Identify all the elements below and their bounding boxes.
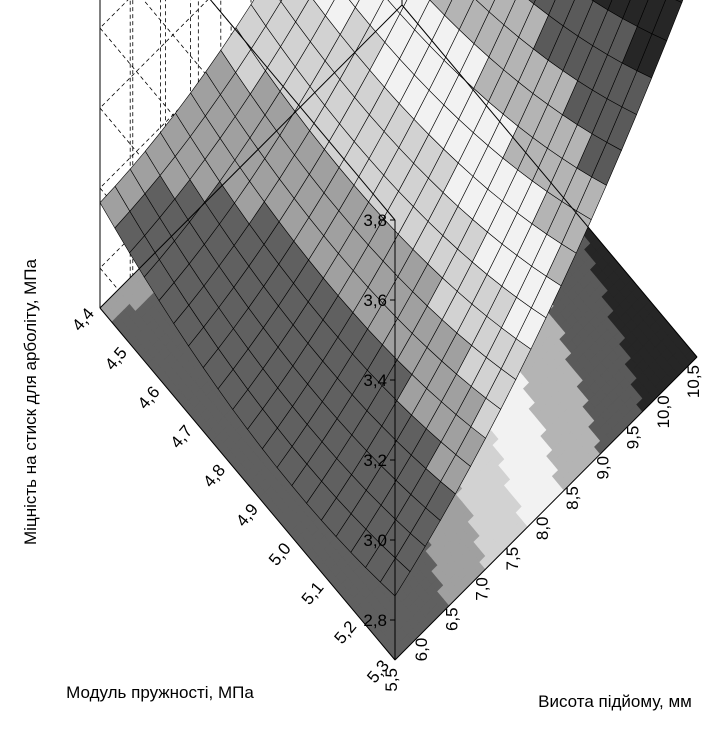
frame-edge (394, 356, 698, 661)
x-tick-label: 5,0 (265, 539, 295, 569)
surface-cell (675, 0, 684, 3)
z-tick-label: 3,4 (363, 371, 387, 390)
surface-cell (592, 0, 613, 11)
x-tick-label: 4,6 (134, 383, 164, 413)
y-tick-label: 10,5 (684, 365, 703, 398)
x-tick-label: 4,8 (199, 461, 229, 491)
surface-cell (475, 0, 495, 13)
y-tick-label: 5,5 (382, 668, 401, 692)
x-tick-label: 4,4 (68, 304, 98, 334)
surface-cell (488, 0, 516, 26)
y-tick-label: 9,0 (593, 456, 612, 480)
x-tick-label: 4,9 (232, 500, 262, 530)
z-tick-label: 3,6 (363, 291, 387, 310)
x-tick-label: 4,7 (167, 422, 197, 452)
x-tick-label: 5,2 (331, 617, 361, 647)
surface-cell (444, 0, 474, 31)
z-tick-label: 3,2 (363, 451, 387, 470)
surface-cell (325, 0, 356, 35)
y-tick-label: 7,0 (473, 577, 492, 601)
y-tick-label: 6,0 (412, 638, 431, 662)
surface-cell (636, 0, 666, 35)
surface-cell (295, 0, 326, 43)
y-tick-label: 8,5 (563, 486, 582, 510)
z-tick-label: 3,0 (363, 531, 387, 550)
surface-cell (313, 0, 335, 17)
surface-cell (349, 0, 360, 8)
y-tick-label: 9,5 (624, 426, 643, 450)
surface-cell (279, 0, 283, 3)
surface-cell (591, 0, 594, 2)
surface-cell (503, 0, 535, 38)
x-tick-label: 4,5 (101, 343, 131, 373)
box-frame (99, 0, 698, 661)
surface-cell (414, 0, 445, 46)
x-tick-label: 5,1 (298, 578, 328, 608)
frame-edge (209, 0, 396, 221)
surface-cell (280, 0, 309, 23)
surface-cell (622, 0, 649, 27)
surface-cell (651, 0, 683, 42)
frame-edge (99, 4, 403, 309)
y-tick-label: 10,0 (654, 395, 673, 428)
surface-cell (250, 0, 282, 27)
surface-cell (548, 0, 575, 27)
y-tick-label: 6,5 (442, 607, 461, 631)
surface-cell (533, 0, 556, 16)
z-axis-title: Міцність на стиск для арболіту, МПа (21, 258, 40, 545)
x-axis-title: Модуль пружності, МПа (66, 683, 254, 702)
surface-cell (354, 0, 384, 26)
frame-edge (401, 4, 698, 358)
surface-cell (528, 0, 536, 5)
z-tick-label: 2,8 (363, 611, 387, 630)
surface-cell (369, 0, 401, 43)
y-tick-label: 8,0 (533, 517, 552, 541)
y-axis-title: Висота підйому, мм (538, 692, 692, 711)
y-tick-label: 7,5 (503, 547, 522, 571)
z-tick-label: 3,8 (363, 211, 387, 230)
response-surface (99, 0, 684, 597)
surface-cell (458, 0, 490, 45)
frame-edge (99, 307, 396, 661)
surface-cell (607, 0, 631, 19)
surface-cell (429, 0, 453, 16)
surface-cell (399, 0, 430, 31)
